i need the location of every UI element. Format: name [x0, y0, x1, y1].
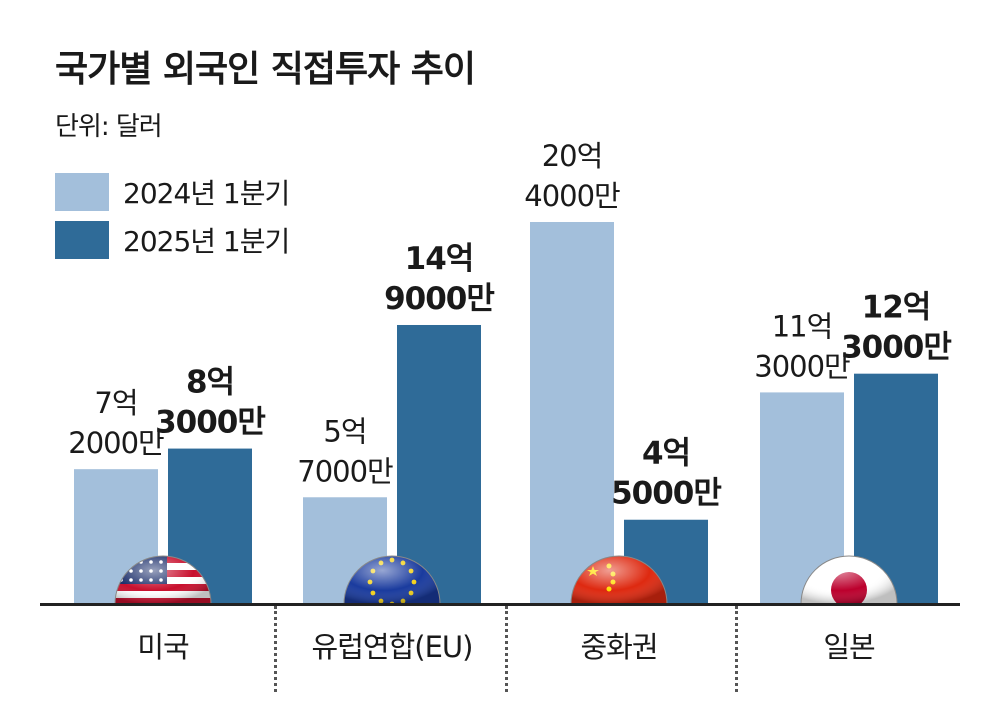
legend-label-2025: 2025년 1분기: [123, 225, 290, 258]
legend-swatch-2024: [55, 173, 109, 211]
group-divider: [735, 606, 738, 692]
category-label: 일본: [823, 630, 875, 664]
legend-item-2025: 2025년 1분기: [55, 220, 290, 260]
data-label: 11억: [772, 309, 833, 343]
category-label: 미국: [137, 630, 189, 664]
data-label: 3000만: [754, 349, 850, 383]
legend-swatch-2025: [55, 221, 109, 259]
data-label: 12억: [862, 290, 931, 326]
bar-2025-1: [397, 324, 481, 604]
data-label: 9000만: [384, 281, 494, 317]
data-label: 4000만: [524, 179, 620, 213]
data-label: 5000만: [611, 476, 721, 512]
unit-label: 단위: 달러: [55, 112, 163, 142]
data-label: 3000만: [841, 330, 951, 366]
us-flag-icon: [114, 555, 212, 605]
data-label: 4억: [642, 436, 690, 472]
data-label: 20억: [542, 139, 603, 173]
data-label: 3000만: [155, 405, 265, 441]
data-label: 7000만: [297, 454, 393, 488]
data-label: 5억: [323, 414, 366, 448]
data-label: 7억: [94, 386, 137, 420]
x-axis-baseline: [40, 603, 960, 606]
category-label: 중화권: [580, 630, 657, 664]
data-label: 2000만: [68, 426, 164, 460]
legend-label-2024: 2024년 1분기: [123, 177, 290, 210]
group-divider: [274, 606, 277, 692]
group-divider: [505, 606, 508, 692]
bar-2024-2: [530, 222, 614, 604]
legend-item-2024: 2024년 1분기: [55, 172, 290, 212]
category-label: 유럽연합(EU): [312, 630, 473, 664]
chart-title: 국가별 외국인 직접투자 추이: [55, 49, 476, 90]
data-label: 14억: [405, 241, 474, 277]
data-label: 8억: [186, 365, 234, 401]
